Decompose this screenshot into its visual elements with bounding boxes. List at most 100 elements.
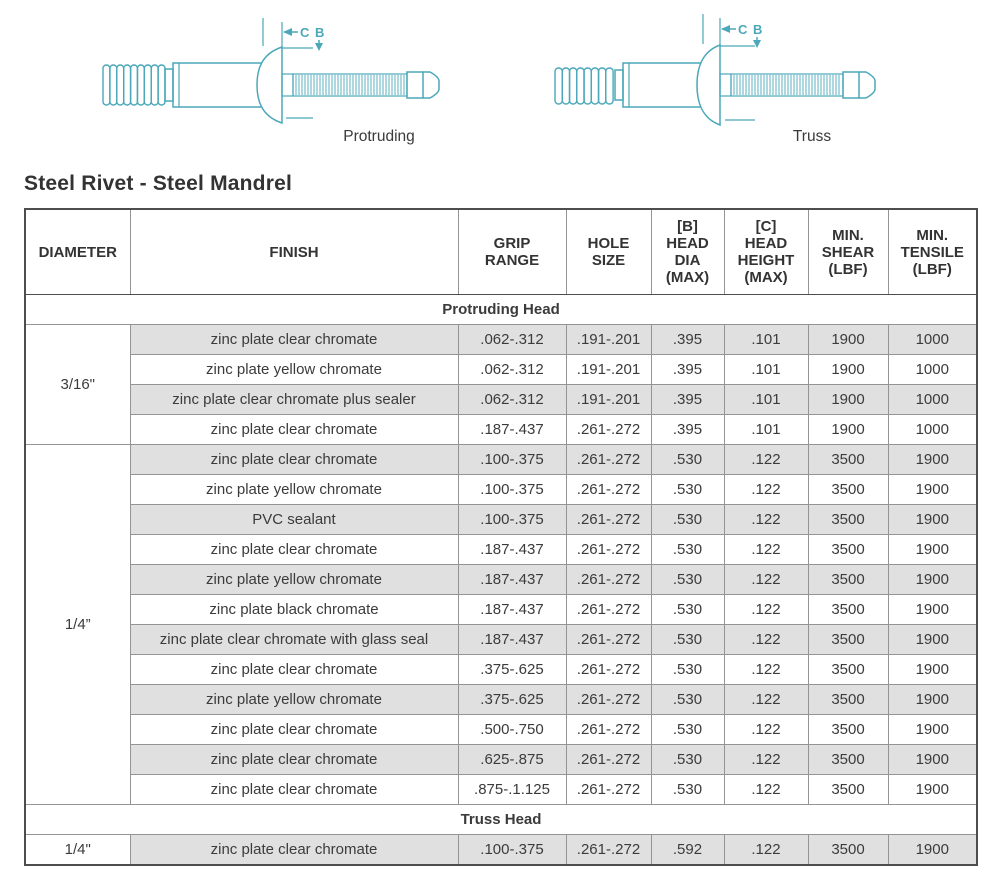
finish-cell: zinc plate clear chromate bbox=[129, 714, 459, 745]
value-cell: .062-.312 bbox=[457, 354, 567, 385]
value-cell: .395 bbox=[650, 384, 725, 415]
value-cell: 1900 bbox=[807, 324, 889, 355]
value-cell: 1000 bbox=[887, 414, 978, 445]
value-cell: .122 bbox=[723, 474, 809, 505]
finish-cell: zinc plate clear chromate bbox=[129, 324, 459, 355]
value-cell: .261-.272 bbox=[565, 504, 652, 535]
value-cell: 1900 bbox=[807, 384, 889, 415]
table-row: zinc plate clear chromate .187-.437.261-.… bbox=[25, 534, 978, 565]
col-header-finish: FINISH bbox=[129, 208, 459, 295]
value-cell: .530 bbox=[650, 474, 725, 505]
finish-cell: zinc plate clear chromate plus sealer bbox=[129, 384, 459, 415]
value-cell: 3500 bbox=[807, 714, 889, 745]
value-cell: .187-.437 bbox=[457, 594, 567, 625]
value-cell: .191-.201 bbox=[565, 354, 652, 385]
value-cell: .062-.312 bbox=[457, 324, 567, 355]
value-cell: 1000 bbox=[887, 384, 978, 415]
table-row: 1/4” zinc plate clear chromate .100-.375.2… bbox=[24, 444, 978, 805]
truss-head-outline bbox=[696, 43, 721, 127]
diameter-cell: 3/16" bbox=[24, 324, 131, 445]
value-cell: 1900 bbox=[887, 564, 978, 595]
mandrel-thread-ridges bbox=[554, 67, 614, 105]
value-cell: .875-.1.125 bbox=[457, 774, 567, 805]
value-cell: .187-.437 bbox=[457, 564, 567, 595]
value-cell: .122 bbox=[723, 834, 809, 866]
value-cell: 3500 bbox=[807, 504, 889, 535]
value-cell: .261-.272 bbox=[565, 414, 652, 445]
finish-cell: zinc plate clear chromate bbox=[129, 444, 459, 475]
value-cell: 1900 bbox=[887, 504, 978, 535]
value-cell: 1900 bbox=[807, 414, 889, 445]
value-cell: 3500 bbox=[807, 834, 889, 866]
table-row: zinc plate yellow chromate .100-.375.261-… bbox=[25, 474, 978, 505]
value-cell: .122 bbox=[723, 504, 809, 535]
table-row: PVC sealant .100-.375.261-.272.530.122 350… bbox=[25, 504, 978, 535]
col-header-head-height: [C] HEAD HEIGHT (MAX) bbox=[723, 208, 809, 295]
value-cell: 3500 bbox=[807, 594, 889, 625]
value-cell: 1900 bbox=[807, 354, 889, 385]
table-row: zinc plate yellow chromate .062-.312.191-… bbox=[25, 354, 978, 385]
value-cell: 1900 bbox=[887, 744, 978, 775]
value-cell: .187-.437 bbox=[457, 624, 567, 655]
value-cell: .261-.272 bbox=[565, 564, 652, 595]
table-row: zinc plate clear chromate with glass sea… bbox=[25, 624, 978, 655]
value-cell: .187-.437 bbox=[457, 414, 567, 445]
table-row: 3/16" zinc plate clear chromate .062-.312.… bbox=[24, 324, 978, 445]
value-cell: .530 bbox=[650, 534, 725, 565]
value-cell: .530 bbox=[650, 594, 725, 625]
pin-serration-hatch bbox=[733, 75, 840, 95]
value-cell: 1900 bbox=[887, 684, 978, 715]
value-cell: .261-.272 bbox=[565, 534, 652, 565]
value-cell: .395 bbox=[650, 354, 725, 385]
finish-cell: PVC sealant bbox=[129, 504, 459, 535]
value-cell: .122 bbox=[723, 774, 809, 805]
dimension-annotation: C B bbox=[262, 18, 324, 119]
dim-c-label: C bbox=[738, 22, 748, 37]
value-cell: .100-.375 bbox=[457, 444, 567, 475]
spec-table: DIAMETER FINISH GRIP RANGE HOLE SIZE [B]… bbox=[24, 208, 978, 866]
pin-serration-hatch bbox=[295, 75, 405, 95]
value-cell: .530 bbox=[650, 744, 725, 775]
finish-cell: zinc plate black chromate bbox=[129, 594, 459, 625]
value-cell: .261-.272 bbox=[565, 624, 652, 655]
value-cell: .101 bbox=[723, 354, 809, 385]
value-cell: .101 bbox=[723, 384, 809, 415]
value-cell: 1000 bbox=[887, 324, 978, 355]
value-cell: 3500 bbox=[807, 624, 889, 655]
section-header-row: Truss Head bbox=[24, 804, 978, 835]
value-cell: .375-.625 bbox=[457, 654, 567, 685]
section-header-cell: Protruding Head bbox=[24, 294, 978, 325]
value-cell: .261-.272 bbox=[565, 714, 652, 745]
value-cell: 1900 bbox=[887, 834, 978, 866]
value-cell: .191-.201 bbox=[565, 324, 652, 355]
table-row: zinc plate yellow chromate .375-.625.261-… bbox=[25, 684, 978, 715]
truss-rivet-diagram: C B bbox=[554, 14, 876, 127]
value-cell: .530 bbox=[650, 714, 725, 745]
value-cell: .122 bbox=[723, 714, 809, 745]
value-cell: .261-.272 bbox=[565, 594, 652, 625]
dim-b-label: B bbox=[315, 25, 324, 40]
value-cell: .261-.272 bbox=[565, 654, 652, 685]
col-header-min-tensile: MIN. TENSILE (LBF) bbox=[887, 208, 978, 295]
value-cell: .261-.272 bbox=[565, 744, 652, 775]
value-cell: .530 bbox=[650, 654, 725, 685]
value-cell: 1900 bbox=[887, 774, 978, 805]
col-header-diameter: DIAMETER bbox=[24, 208, 131, 295]
truss-label: Truss bbox=[792, 128, 832, 145]
finish-cell: zinc plate clear chromate bbox=[129, 774, 459, 805]
value-cell: .261-.272 bbox=[565, 474, 652, 505]
finish-cell: zinc plate clear chromate bbox=[129, 834, 459, 866]
value-cell: .375-.625 bbox=[457, 684, 567, 715]
value-cell: .191-.201 bbox=[565, 384, 652, 415]
finish-cell: zinc plate yellow chromate bbox=[129, 354, 459, 385]
table-row: zinc plate clear chromate .187-.437.261-.… bbox=[25, 414, 978, 445]
dimension-annotation: C B bbox=[702, 14, 762, 121]
value-cell: .261-.272 bbox=[565, 444, 652, 475]
finish-cell: zinc plate clear chromate bbox=[129, 534, 459, 565]
value-cell: 1900 bbox=[887, 444, 978, 475]
value-cell: .101 bbox=[723, 414, 809, 445]
value-cell: 3500 bbox=[807, 774, 889, 805]
value-cell: .530 bbox=[650, 684, 725, 715]
value-cell: 3500 bbox=[807, 744, 889, 775]
dim-c-label: C bbox=[300, 25, 310, 40]
